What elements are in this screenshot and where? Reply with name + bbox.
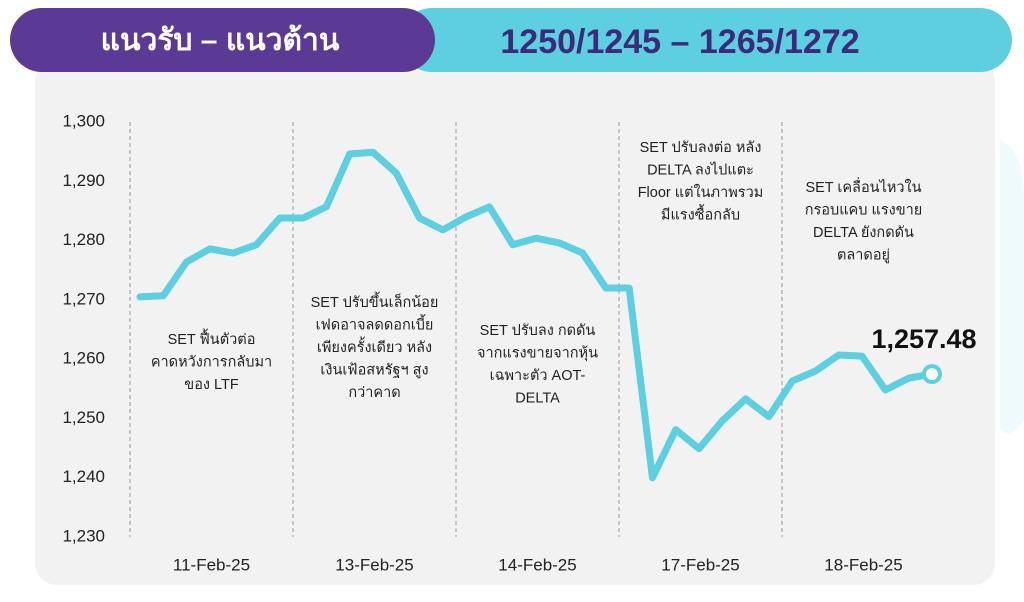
x-tick-label: 11-Feb-25: [173, 555, 250, 574]
decor: [1000, 140, 1024, 434]
annotation: ตลาดอยู่: [837, 247, 890, 263]
annotation: DELTA ลงไปแตะ: [647, 160, 754, 178]
y-tick-label: 1,230: [62, 526, 105, 545]
title-box: [10, 8, 435, 72]
annotation: คาดหวังการกลับมา: [151, 354, 272, 370]
value-label: 1,257.48: [871, 324, 976, 354]
y-tick-label: 1,280: [62, 230, 105, 249]
annotation: กว่าคาด: [348, 385, 400, 401]
x-tick-label: 14-Feb-25: [498, 555, 576, 574]
y-tick-label: 1,290: [62, 171, 105, 190]
annotation: DELTA: [515, 390, 560, 406]
y-tick-label: 1,270: [62, 289, 105, 308]
x-tick-label: 13-Feb-25: [335, 555, 413, 574]
x-tick-label: 18-Feb-25: [824, 555, 902, 574]
annotation: เฉพาะตัว AOT-: [490, 368, 586, 384]
annotation: มีแรงซื้อกลับ: [661, 203, 740, 223]
annotation: SET ฟื้นตัวต่อ: [168, 328, 256, 348]
annotation: ของ LTF: [184, 377, 239, 393]
annotation: SET ปรับลงต่อ หลัง: [640, 140, 762, 156]
banner-title: แนวรับ – แนวต้าน: [101, 24, 340, 57]
annotation: เงินเฟ้อสหรัฐฯ สูง: [320, 361, 428, 378]
annotation: SET ปรับลง กดดัน: [480, 323, 596, 339]
y-tick-label: 1,250: [62, 408, 105, 427]
y-tick-label: 1,240: [62, 467, 105, 486]
levels-box: [400, 8, 1012, 72]
banner-levels: 1250/1245 – 1265/1272: [500, 23, 859, 61]
annotation: กรอบแคบ แรงขาย: [805, 202, 923, 218]
end-point: [922, 364, 942, 385]
annotation: SET เคลื่อนไหวใน: [805, 177, 921, 196]
x-tick-label: 17-Feb-25: [661, 555, 739, 574]
panel: [35, 60, 995, 585]
annotation: จากแรงขายจากหุ้น: [477, 344, 598, 361]
y-tick-label: 1,260: [62, 349, 105, 368]
line: [136, 148, 936, 482]
annotation: Floor แต่ในภาพรวม: [638, 183, 764, 201]
annotation: เพียงครั้งเดียว หลัง: [317, 336, 432, 356]
annotation: เฟดอาจลดดอกเบี้ย: [316, 313, 434, 333]
annotation: DELTA ยังกดดัน: [813, 225, 914, 241]
annotation: SET ปรับขึ้นเล็กน้อย: [311, 291, 439, 311]
y-tick-label: 1,300: [62, 111, 105, 130]
